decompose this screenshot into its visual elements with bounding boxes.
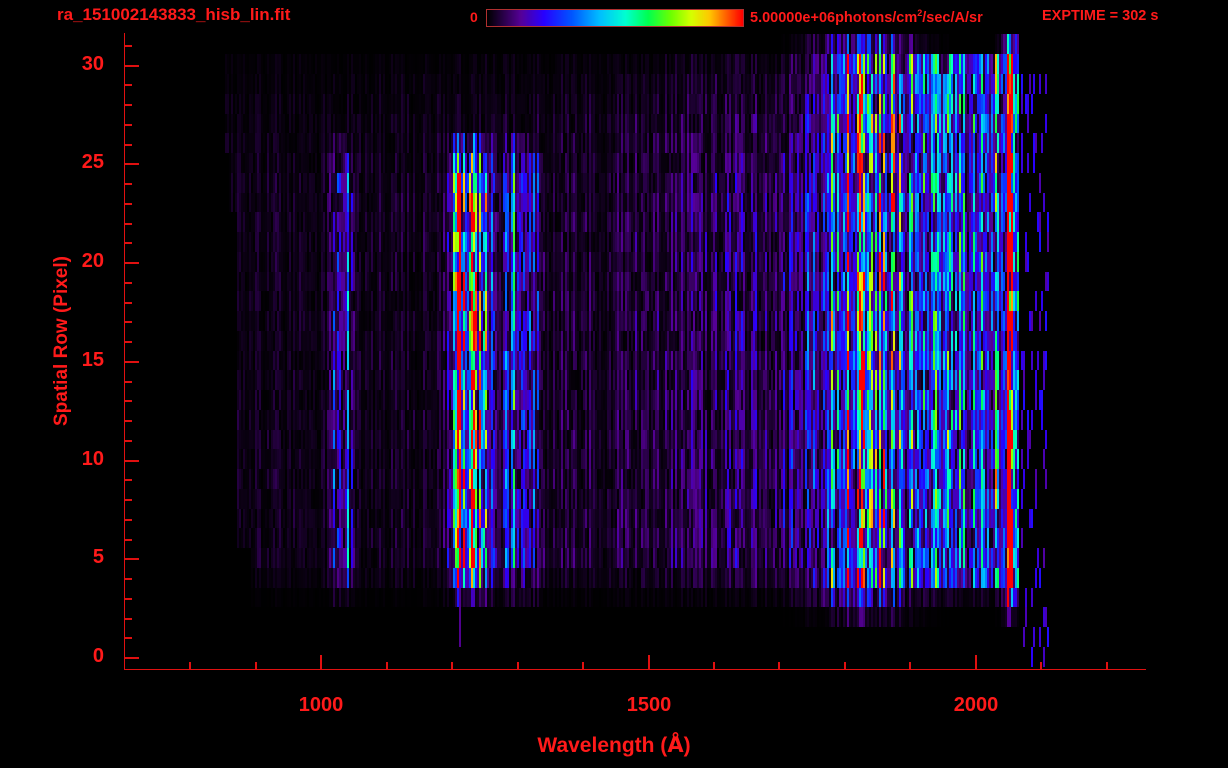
y-tick-minor xyxy=(124,242,132,244)
x-tick-minor xyxy=(386,662,388,670)
y-tick-minor xyxy=(124,223,132,225)
y-tick-minor xyxy=(124,618,132,620)
y-tick-minor xyxy=(124,578,132,580)
x-tick-minor xyxy=(778,662,780,670)
y-tick-label: 30 xyxy=(81,53,104,75)
x-axis-title-text: Wavelength ( xyxy=(537,734,668,757)
y-tick-minor xyxy=(124,124,132,126)
y-tick-major xyxy=(124,163,139,165)
colorbar-min-label: 0 xyxy=(470,9,478,25)
y-tick-minor xyxy=(124,84,132,86)
y-tick-minor xyxy=(124,420,132,422)
x-axis-title-close: ) xyxy=(683,734,691,757)
y-tick-major xyxy=(124,657,139,659)
x-axis-title: Wavelength (Å) xyxy=(0,733,1228,758)
y-tick-minor xyxy=(124,440,132,442)
y-tick-minor xyxy=(124,302,132,304)
y-tick-label: 15 xyxy=(81,349,104,371)
y-tick-label: 0 xyxy=(92,645,104,667)
y-tick-minor xyxy=(124,539,132,541)
x-tick-major xyxy=(648,655,650,670)
y-tick-minor xyxy=(124,341,132,343)
y-tick-major xyxy=(124,65,139,67)
y-tick-minor xyxy=(124,144,132,146)
colorbar-unit-suffix: /sec/A/sr xyxy=(922,9,983,26)
y-tick-label: 25 xyxy=(81,151,104,173)
y-tick-label: 20 xyxy=(81,250,104,272)
y-tick-minor xyxy=(124,519,132,521)
x-tick-minor xyxy=(1106,662,1108,670)
x-tick-label: 1500 xyxy=(626,694,672,716)
y-tick-minor xyxy=(124,637,132,639)
y-tick-major xyxy=(124,558,139,560)
x-tick-minor xyxy=(451,662,453,670)
y-tick-minor xyxy=(124,45,132,47)
colorbar-unit-exponent: 2 xyxy=(917,8,923,18)
y-tick-major xyxy=(124,262,139,264)
x-tick-minor xyxy=(909,662,911,670)
y-tick-minor xyxy=(124,499,132,501)
y-tick-minor xyxy=(124,321,132,323)
page-title: ra_151002143833_hisb_lin.fit xyxy=(57,5,291,24)
x-tick-label: 1000 xyxy=(298,694,344,716)
y-tick-minor xyxy=(124,381,132,383)
y-tick-minor xyxy=(124,479,132,481)
x-tick-major xyxy=(975,655,977,670)
x-tick-minor xyxy=(713,662,715,670)
x-tick-major xyxy=(320,655,322,670)
x-tick-minor xyxy=(1040,662,1042,670)
colorbar xyxy=(486,9,744,27)
spectrogram-image xyxy=(125,34,1146,670)
y-tick-minor xyxy=(124,104,132,106)
y-tick-minor xyxy=(124,282,132,284)
y-tick-major xyxy=(124,460,139,462)
y-tick-label: 5 xyxy=(92,546,104,568)
exposure-time-label: EXPTIME = 302 s xyxy=(1042,8,1159,24)
angstrom-symbol: Å xyxy=(667,733,684,757)
colorbar-max-label: 5.00000e+06photons/cm2/sec/A/sr xyxy=(750,8,983,26)
x-tick-minor xyxy=(517,662,519,670)
y-tick-label: 10 xyxy=(81,448,104,470)
x-tick-minor xyxy=(255,662,257,670)
colorbar-max-value: 5.00000e+06 xyxy=(750,9,836,26)
y-tick-minor xyxy=(124,183,132,185)
x-tick-label: 2000 xyxy=(953,694,999,716)
y-tick-major xyxy=(124,361,139,363)
y-tick-minor xyxy=(124,203,132,205)
x-tick-minor xyxy=(844,662,846,670)
x-tick-minor xyxy=(582,662,584,670)
y-axis-title: Spatial Row (Pixel) xyxy=(51,256,72,426)
y-tick-minor xyxy=(124,400,132,402)
y-tick-minor xyxy=(124,598,132,600)
plot-frame xyxy=(124,33,1146,670)
x-tick-minor xyxy=(189,662,191,670)
colorbar-unit-prefix: photons/cm xyxy=(835,9,918,26)
